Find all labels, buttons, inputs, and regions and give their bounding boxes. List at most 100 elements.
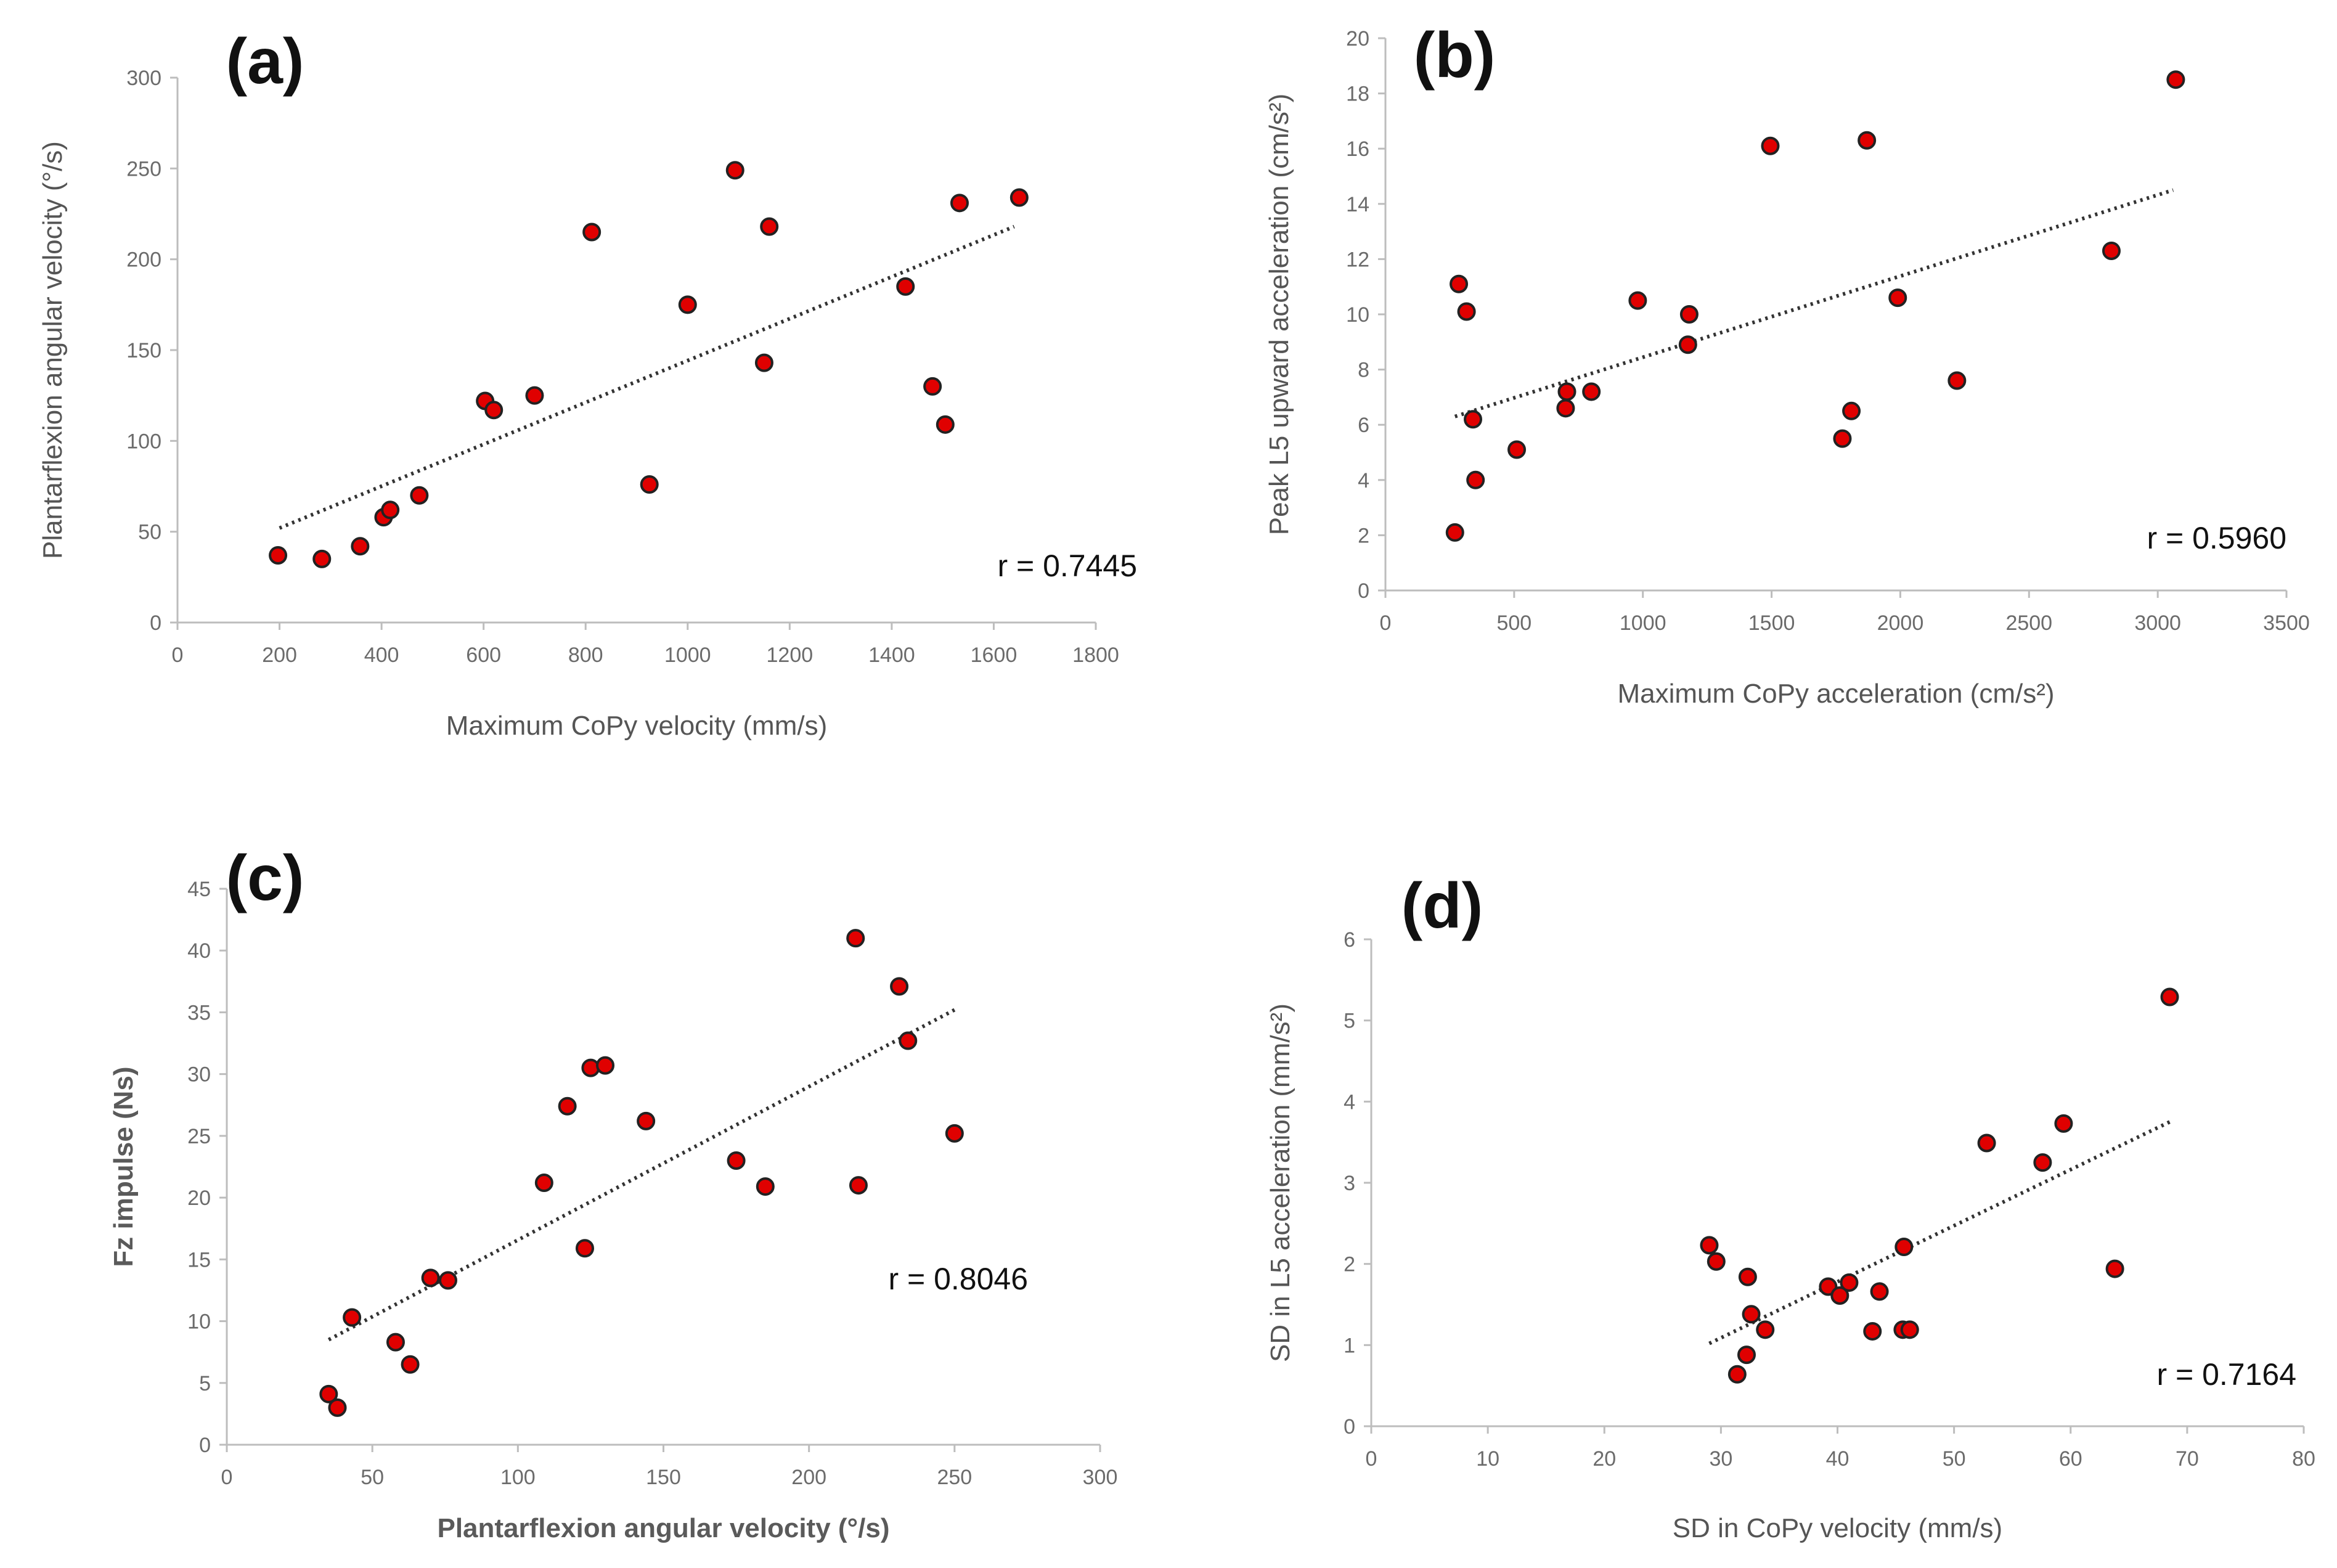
data-point <box>534 1174 553 1193</box>
data-point <box>1870 1282 1889 1301</box>
x-tick-label: 3500 <box>2263 611 2310 635</box>
data-point <box>421 1268 440 1288</box>
x-tick-label: 60 <box>2059 1447 2082 1471</box>
panel-label: (a) <box>226 26 304 97</box>
data-point <box>1557 382 1576 401</box>
x-tick-label: 200 <box>791 1466 826 1489</box>
y-tick-label: 20 <box>1346 27 1369 51</box>
data-point <box>2054 1114 2073 1133</box>
data-point <box>525 386 544 405</box>
x-tick-label: 0 <box>1366 1447 1377 1471</box>
x-tick-label: 1000 <box>1620 611 1666 635</box>
y-tick-label: 6 <box>1344 928 1355 952</box>
y-tick-label: 18 <box>1346 83 1369 106</box>
data-point <box>410 486 429 505</box>
data-point <box>312 549 332 568</box>
y-tick-label: 0 <box>1358 579 1369 603</box>
x-tick-label: 2500 <box>2005 611 2052 635</box>
x-tick-label: 150 <box>646 1466 681 1489</box>
scatter-chart-a: 0 50 100 150 200 250 300 0 200 400 600 800 1000 1200 1… <box>38 26 1137 741</box>
data-point <box>727 1151 746 1170</box>
data-point <box>1466 470 1485 489</box>
x-tick-label: 800 <box>568 643 603 667</box>
scatter-chart-c: 0 5 10 15 20 25 30 35 40 45 0 50 100 150 200 250 300 Plan… <box>108 843 1118 1543</box>
y-tick-label: 200 <box>126 248 161 272</box>
x-tick-label: 50 <box>361 1466 384 1489</box>
data-point <box>890 977 909 996</box>
data-point <box>1009 188 1029 207</box>
y-tick-label: 6 <box>1358 414 1369 437</box>
y-tick-label: 250 <box>126 157 161 181</box>
data-point <box>582 223 602 242</box>
data-point <box>1894 1238 1914 1257</box>
x-tick-label: 600 <box>466 643 501 667</box>
y-tick-label: 2 <box>1358 524 1369 547</box>
data-point <box>484 401 504 420</box>
y-axis-title: Fz impulse (Ns) <box>108 1066 139 1267</box>
data-point <box>1833 429 1852 448</box>
y-tick-label: 150 <box>126 339 161 362</box>
correlation-annotation: r = 0.7445 <box>997 549 1137 583</box>
data-point <box>1830 1286 1850 1305</box>
y-tick-label: 10 <box>187 1310 211 1334</box>
data-point <box>269 545 288 565</box>
x-tick-label: 1400 <box>868 643 915 667</box>
data-point <box>2033 1153 2052 1172</box>
y-tick-label: 12 <box>1346 248 1369 271</box>
x-tick-label: 50 <box>1943 1447 1966 1471</box>
x-axis-title: Plantarflexion angular velocity (°/s) <box>437 1513 889 1543</box>
x-axis-title: SD in CoPy velocity (mm/s) <box>1673 1513 2002 1543</box>
data-point <box>381 500 400 520</box>
x-tick-label: 3000 <box>2134 611 2181 635</box>
data-point <box>896 277 915 296</box>
data-point <box>2166 70 2185 89</box>
data-point <box>936 415 955 434</box>
x-tick-label: 250 <box>937 1466 972 1489</box>
y-tick-label: 300 <box>126 67 161 90</box>
data-point <box>923 377 942 396</box>
x-tick-label: 300 <box>1083 1466 1118 1489</box>
y-tick-label: 40 <box>187 939 211 963</box>
y-tick-label: 100 <box>126 430 161 453</box>
data-point <box>1840 1273 1859 1292</box>
data-point <box>2105 1259 2124 1278</box>
x-tick-label: 200 <box>262 643 297 667</box>
trendline <box>1708 1120 2171 1345</box>
panel-label: (d) <box>1401 870 1483 942</box>
chart-panel-d: 0 1 2 3 4 5 6 0 10 20 30 40 50 60 70 80 SD in CoPy veloc… <box>1220 820 2337 1568</box>
y-tick-label: 10 <box>1346 303 1369 327</box>
data-point <box>438 1271 457 1290</box>
x-tick-label: 500 <box>1496 611 1531 635</box>
correlation-annotation: r = 0.5960 <box>2147 521 2286 555</box>
y-tick-label: 20 <box>187 1186 211 1210</box>
y-tick-label: 3 <box>1344 1172 1355 1195</box>
x-tick-label: 1000 <box>664 643 711 667</box>
data-point <box>846 929 865 948</box>
trendline <box>327 1008 956 1342</box>
correlation-annotation: r = 0.8046 <box>888 1262 1028 1296</box>
y-tick-label: 14 <box>1346 193 1369 216</box>
data-point <box>2160 987 2179 1007</box>
data-point <box>1450 274 1469 293</box>
correlation-annotation: r = 0.7164 <box>2156 1357 2296 1392</box>
x-tick-label: 400 <box>364 643 399 667</box>
data-point <box>2102 241 2121 260</box>
x-tick-label: 10 <box>1476 1447 1499 1471</box>
y-tick-label: 50 <box>138 521 161 544</box>
y-tick-label: 15 <box>187 1248 211 1272</box>
data-point <box>754 353 773 372</box>
x-tick-label: 40 <box>1826 1447 1850 1471</box>
y-tick-label: 1 <box>1344 1334 1355 1357</box>
x-tick-label: 1600 <box>971 643 1018 667</box>
x-tick-label: 1800 <box>1072 643 1119 667</box>
data-point <box>1679 305 1699 324</box>
data-point <box>1977 1133 1996 1153</box>
data-point <box>1464 410 1483 429</box>
y-tick-label: 25 <box>187 1125 211 1148</box>
x-tick-label: 1500 <box>1748 611 1795 635</box>
data-point <box>637 1111 656 1130</box>
x-tick-label: 2000 <box>1877 611 1924 635</box>
chart-panel-a: 0 50 100 150 200 250 300 0 200 400 600 800 1000 1200 1… <box>0 0 1159 764</box>
data-point <box>1863 1321 1882 1341</box>
